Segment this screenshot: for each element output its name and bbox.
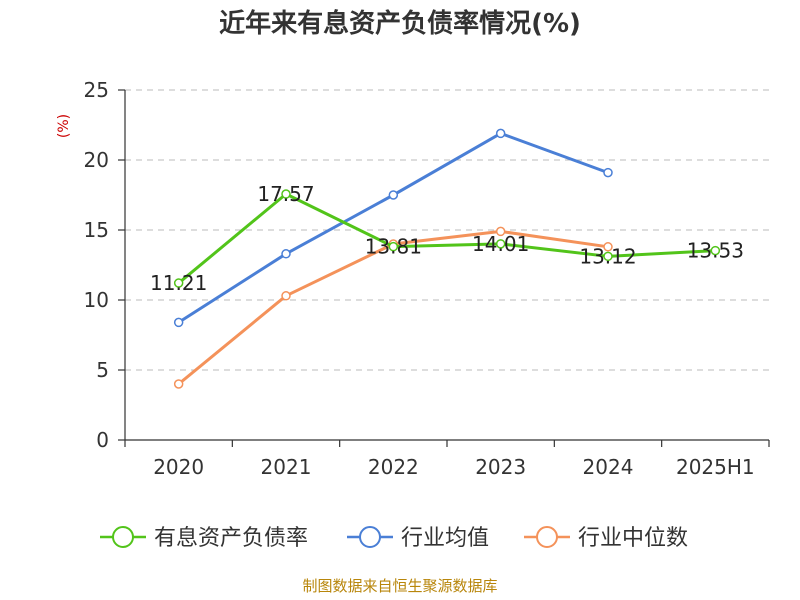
data-label: 14.01: [472, 232, 529, 256]
data-point: [603, 167, 613, 178]
y-tick-label: 10: [84, 288, 109, 312]
legend-marker: [359, 526, 381, 548]
x-tick-label: 2020: [153, 455, 204, 479]
grid-lines: [125, 89, 769, 371]
y-tick-label: 15: [84, 218, 109, 242]
series-line: [177, 192, 716, 285]
data-point: [281, 291, 291, 301]
x-tick-label: 2025H1: [676, 455, 755, 479]
data-label: 11.21: [150, 271, 207, 295]
y-tick-label: 20: [84, 148, 109, 172]
data-point: [281, 249, 291, 259]
x-tick-label: 2022: [368, 455, 419, 479]
y-tick-label: 5: [96, 358, 109, 382]
data-point: [495, 128, 506, 139]
data-point: [281, 189, 291, 199]
data-point: [710, 245, 721, 256]
source-note: 制图数据来自恒生聚源数据库: [302, 577, 497, 595]
x-tick-label: 2023: [475, 455, 526, 479]
data-labels: 11.21 17.57 13.81 14.01 13.12 13.53: [150, 182, 744, 295]
legend-label: 行业均值: [401, 526, 489, 551]
data-point: [495, 226, 506, 237]
legend-marker: [112, 526, 134, 548]
axes: [118, 89, 770, 447]
chart-title: 近年来有息资产负债率情况(%): [219, 8, 581, 39]
data-point: [173, 379, 184, 389]
data-label: 13.53: [687, 239, 744, 263]
data-label: 13.12: [579, 244, 636, 268]
x-tick-label: 2024: [583, 455, 634, 479]
data-point: [603, 242, 613, 252]
data-point: [388, 190, 399, 200]
y-tick-labels: 0 5 10 15 20 25: [84, 78, 109, 452]
x-tick-label: 2021: [261, 455, 312, 479]
data-point: [388, 241, 399, 252]
data-label: 17.57: [257, 182, 314, 206]
x-tick-labels: 2020 2021 2022 2023 2024 2025H1: [153, 455, 754, 479]
legend-label: 行业中位数: [578, 526, 688, 551]
y-axis-label: (%): [56, 114, 72, 138]
legend-marker: [536, 526, 558, 548]
y-tick-label: 0: [96, 428, 109, 452]
y-tick-label: 25: [84, 78, 109, 102]
series-group: [173, 128, 721, 389]
legend: 有息资产负债率 行业均值 行业中位数: [100, 526, 688, 551]
data-point: [173, 317, 184, 328]
data-point: [603, 251, 613, 262]
data-label: 13.81: [365, 235, 422, 259]
legend-label: 有息资产负债率: [154, 526, 308, 551]
data-point: [495, 239, 506, 249]
data-point: [173, 278, 184, 288]
